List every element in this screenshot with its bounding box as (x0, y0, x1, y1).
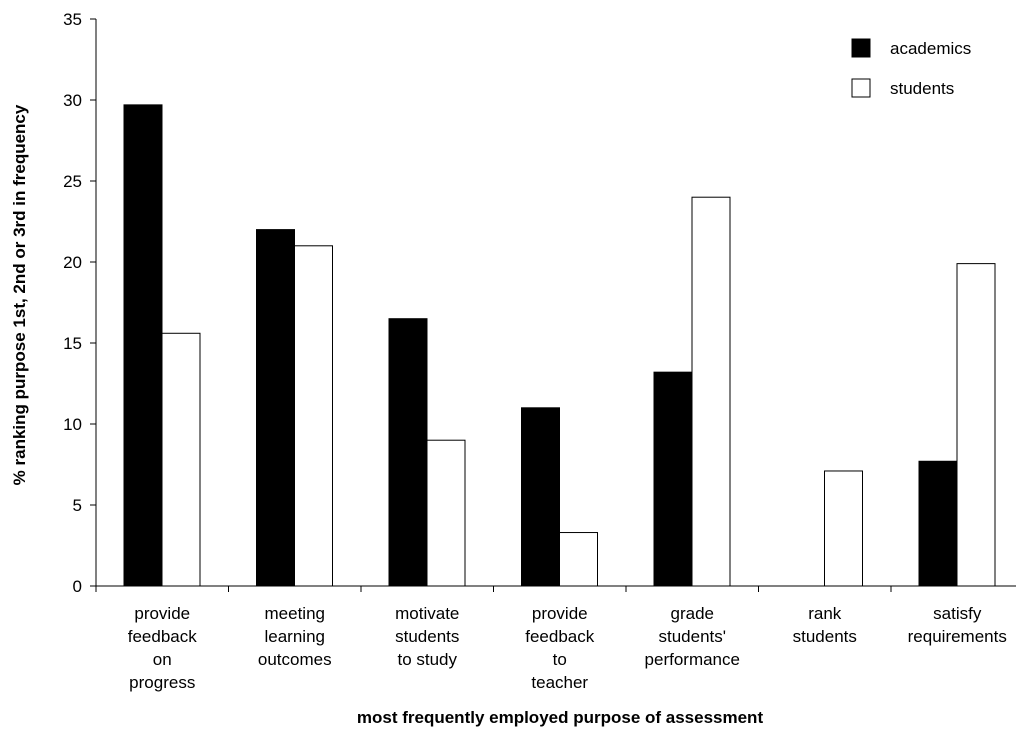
bar-academics (918, 460, 958, 587)
x-category-label: meeting learning outcomes (258, 604, 332, 669)
bar-students (691, 196, 731, 587)
y-tick-label: 20 (63, 253, 82, 272)
y-axis: 0 5 10 15 20 25 30 35 (63, 10, 97, 596)
y-tick-label: 10 (63, 415, 82, 434)
y-tick-label: 15 (63, 334, 82, 353)
x-category-label-line: grade (671, 604, 714, 623)
x-category-label-line: feedback (128, 627, 197, 646)
x-category-label-line: students (793, 627, 857, 646)
x-category-label-line: students (395, 627, 459, 646)
x-category-label-line: on (153, 650, 172, 669)
bar-students (956, 263, 996, 587)
bar-academics (653, 371, 693, 587)
x-category-label: rank students (793, 604, 857, 646)
x-axis-title: most frequently employed purpose of asse… (357, 708, 764, 727)
x-category-label-line: to (553, 650, 567, 669)
bar-academics (521, 407, 560, 587)
legend-swatch-students (851, 78, 871, 98)
x-category-label-line: teacher (531, 673, 588, 692)
x-category-label-line: outcomes (258, 650, 332, 669)
x-axis (95, 585, 1016, 592)
bar-students (559, 532, 598, 587)
x-category-label-line: provide (134, 604, 190, 623)
bar-students (824, 470, 863, 587)
x-category-label: grade students' performance (645, 604, 740, 669)
bar-academics (388, 318, 428, 587)
y-tick-label: 30 (63, 91, 82, 110)
y-tick-label: 5 (73, 496, 82, 515)
x-category-label: provide feedback to teacher (525, 604, 594, 692)
x-category-label-line: satisfy (933, 604, 982, 623)
legend-swatch-academics (851, 38, 871, 58)
x-category-label-line: to study (397, 650, 457, 669)
x-category-label-line: performance (645, 650, 740, 669)
y-tick-label: 25 (63, 172, 82, 191)
x-category-label: provide feedback on progress (128, 604, 197, 692)
legend-label-academics: academics (890, 39, 971, 58)
y-tick-label: 0 (73, 577, 82, 596)
x-category-label-line: provide (532, 604, 588, 623)
x-category-label-line: motivate (395, 604, 459, 623)
bar-academics (123, 104, 163, 587)
x-category-label: satisfy requirements (908, 604, 1007, 646)
x-category-label-line: meeting (265, 604, 325, 623)
x-category-label-line: feedback (525, 627, 594, 646)
legend: academics students (851, 38, 971, 98)
x-category-label: motivate students to study (395, 604, 459, 669)
x-category-label-line: rank (808, 604, 842, 623)
bar-students (294, 245, 333, 587)
x-category-label-line: requirements (908, 627, 1007, 646)
legend-label-students: students (890, 79, 954, 98)
bars (123, 104, 996, 587)
x-category-label-line: students' (658, 627, 726, 646)
bar-academics (256, 229, 295, 587)
x-category-label-line: progress (129, 673, 195, 692)
y-axis-title: % ranking purpose 1st, 2nd or 3rd in fre… (10, 104, 29, 485)
category-labels: provide feedback on progress meeting learning… (128, 604, 1007, 692)
bar-students (426, 439, 466, 587)
bar-students (161, 332, 201, 587)
y-tick-label: 35 (63, 10, 82, 29)
x-category-label-line: learning (265, 627, 326, 646)
